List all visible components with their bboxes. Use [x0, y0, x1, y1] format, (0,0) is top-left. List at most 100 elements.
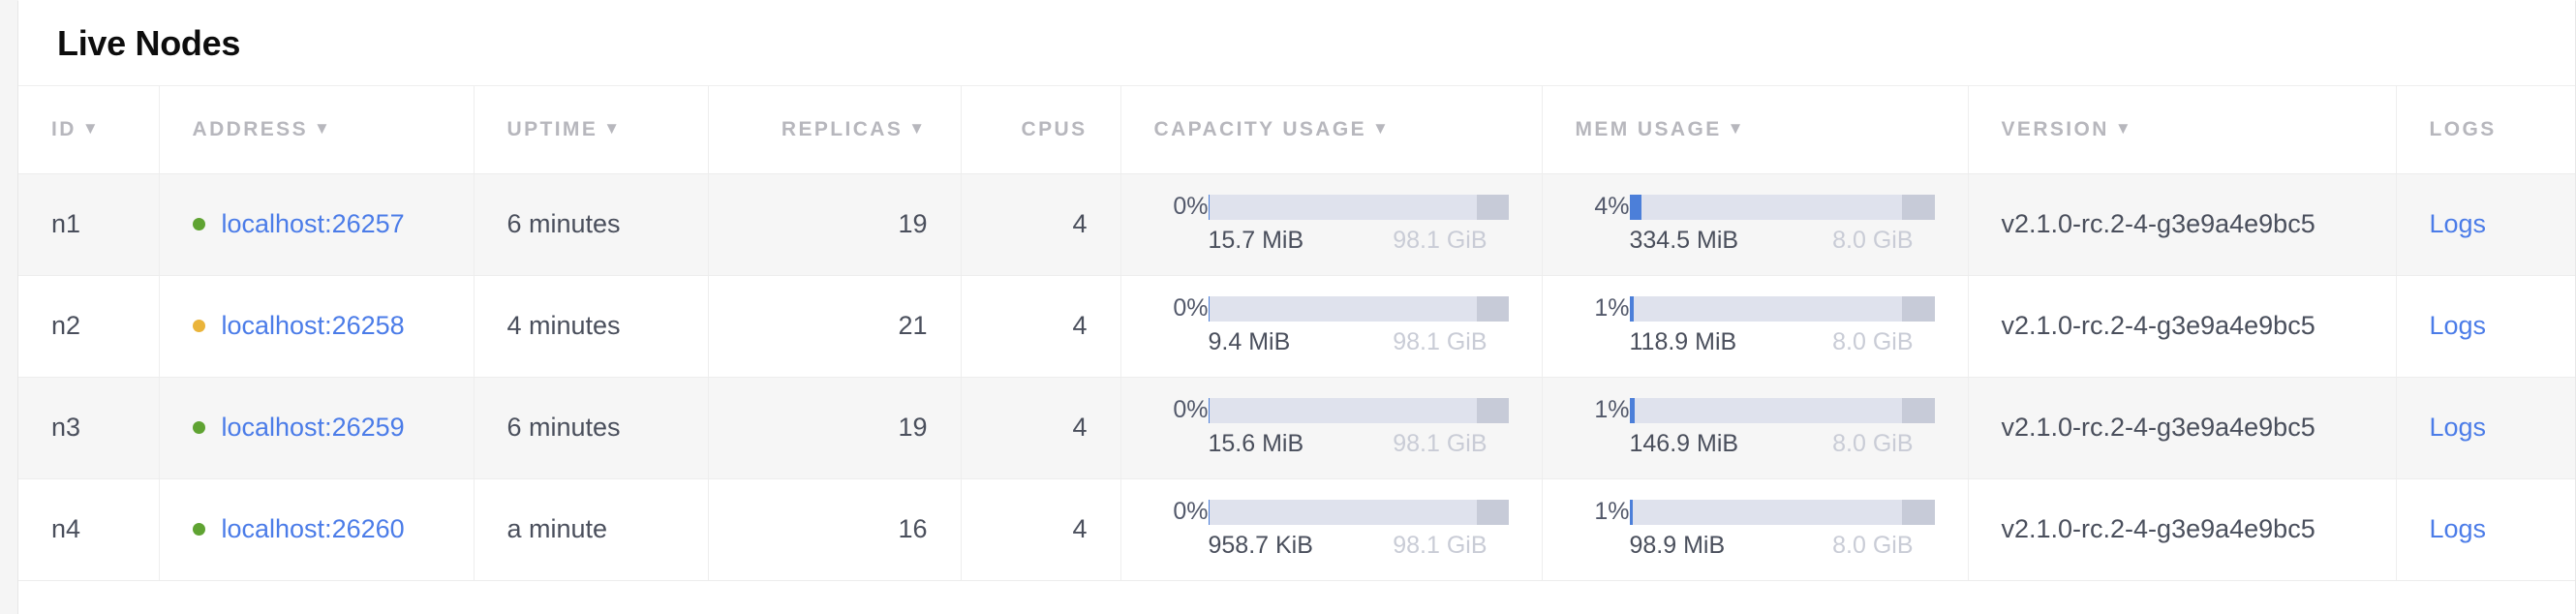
mem-usage-used: 98.9 MiB	[1629, 531, 1726, 559]
capacity-usage-used: 9.4 MiB	[1208, 327, 1291, 355]
capacity-usage-bar-cap	[1476, 194, 1509, 220]
capacity-usage-bar-track	[1208, 194, 1509, 220]
node-logs-link[interactable]: Logs	[2429, 311, 2487, 340]
table-row: n3 localhost:26259 6 minutes 19 4 0% 15.6 MiB 9…	[18, 377, 2575, 479]
capacity-usage-bar-track	[1208, 295, 1509, 322]
node-uptime-cell: 6 minutes	[474, 377, 709, 479]
mem-usage-cell: 1% 118.9 MiB 8.0 GiB	[1542, 275, 1969, 378]
address-wrapper: localhost:26257	[192, 209, 441, 239]
sort-caret-down-icon[interactable]: ▼	[1727, 118, 1746, 138]
capacity-usage-bar-row: 0%	[1154, 193, 1509, 220]
mem-usage-cell: 4% 334.5 MiB 8.0 GiB	[1542, 173, 1969, 276]
node-address-link[interactable]: localhost:26257	[221, 209, 405, 238]
mem-usage-used: 334.5 MiB	[1629, 226, 1739, 254]
column-header-id[interactable]: ID ▼	[18, 86, 160, 174]
sort-caret-down-icon[interactable]: ▼	[2114, 118, 2134, 138]
column-header-label: LOGS	[2429, 117, 2497, 140]
mem-usage-total: 8.0 GiB	[1832, 531, 1914, 559]
mem-usage-bar-row: 4%	[1576, 193, 1935, 220]
node-address-link[interactable]: localhost:26259	[221, 413, 405, 442]
sort-caret-down-icon[interactable]: ▼	[81, 118, 102, 138]
mem-usage-labels: 98.9 MiB 8.0 GiB	[1630, 532, 1935, 560]
sort-caret-down-icon[interactable]: ▼	[313, 118, 333, 138]
column-header-uptime[interactable]: UPTIME ▼	[474, 86, 709, 174]
column-header-replicas[interactable]: REPLICAS ▼	[708, 86, 962, 174]
table-row: n1 localhost:26257 6 minutes 19 4 0% 15.7 MiB 9…	[18, 173, 2575, 276]
node-address-link[interactable]: localhost:26260	[221, 514, 405, 543]
mem-usage-labels: 118.9 MiB 8.0 GiB	[1630, 328, 1935, 356]
column-header-capacity[interactable]: CAPACITY USAGE ▼	[1120, 86, 1543, 174]
mem-usage-bar-track	[1629, 397, 1935, 423]
column-header-logs: LOGS	[2396, 86, 2575, 174]
node-replicas-cell: 21	[708, 275, 962, 378]
node-logs-link[interactable]: Logs	[2429, 413, 2487, 442]
node-id-cell: n1	[18, 173, 160, 276]
mem-usage-used: 146.9 MiB	[1629, 429, 1739, 457]
mem-usage-total: 8.0 GiB	[1832, 327, 1914, 355]
mem-usage-percent: 1%	[1594, 294, 1630, 322]
node-status-dot-icon	[192, 218, 205, 230]
node-address-link[interactable]: localhost:26258	[221, 311, 405, 340]
node-cpus-cell: 4	[961, 377, 1121, 479]
mem-usage-bar-cap	[1902, 295, 1935, 322]
node-logs-link[interactable]: Logs	[2429, 514, 2487, 543]
node-version-cell: v2.1.0-rc.2-4-g3e9a4e9bc5	[1968, 478, 2397, 581]
column-header-address[interactable]: ADDRESS ▼	[159, 86, 475, 174]
capacity-usage-total: 98.1 GiB	[1393, 531, 1487, 559]
mem-usage-bar-track	[1629, 295, 1935, 322]
column-header-label: ADDRESS	[192, 117, 308, 140]
table-header: ID ▼ ADDRESS ▼ UPTIME ▼ REPLICAS ▼ CPUS CAPACITY …	[18, 86, 2575, 174]
node-status-dot-icon	[192, 523, 205, 536]
mem-usage-bar-cap	[1902, 499, 1935, 525]
capacity-usage-used: 15.7 MiB	[1208, 226, 1304, 254]
node-logs-cell: Logs	[2396, 377, 2575, 479]
mem-usage-bar-fill	[1629, 499, 1633, 525]
capacity-usage-widget: 0% 958.7 KiB 98.1 GiB	[1154, 499, 1509, 560]
capacity-usage-bar-cap	[1476, 499, 1509, 525]
mem-usage-bar-row: 1%	[1576, 499, 1935, 525]
mem-usage-widget: 4% 334.5 MiB 8.0 GiB	[1576, 193, 1935, 255]
capacity-usage-bar-fill	[1208, 397, 1210, 423]
sort-caret-down-icon[interactable]: ▼	[1372, 118, 1392, 138]
mem-usage-used: 118.9 MiB	[1629, 327, 1737, 355]
capacity-usage-percent: 0%	[1173, 193, 1209, 220]
mem-usage-bar-track	[1629, 499, 1935, 525]
node-status-dot-icon	[192, 320, 205, 332]
mem-usage-total: 8.0 GiB	[1832, 226, 1914, 254]
column-header-cpus: CPUS	[961, 86, 1121, 174]
node-address-cell: localhost:26260	[159, 478, 475, 581]
column-header-label: CAPACITY USAGE	[1153, 117, 1367, 140]
column-header-version[interactable]: VERSION ▼	[1968, 86, 2397, 174]
mem-usage-bar-row: 1%	[1576, 294, 1935, 322]
capacity-usage-total: 98.1 GiB	[1393, 226, 1487, 254]
node-version-cell: v2.1.0-rc.2-4-g3e9a4e9bc5	[1968, 173, 2397, 276]
mem-usage-bar-row: 1%	[1576, 397, 1935, 423]
node-address-cell: localhost:26258	[159, 275, 475, 378]
sort-caret-down-icon[interactable]: ▼	[908, 118, 928, 138]
column-header-mem[interactable]: MEM USAGE ▼	[1542, 86, 1969, 174]
column-header-label: REPLICAS	[781, 117, 904, 140]
page-title: Live Nodes	[57, 22, 241, 63]
capacity-usage-cell: 0% 15.7 MiB 98.1 GiB	[1120, 173, 1543, 276]
capacity-usage-percent: 0%	[1173, 396, 1209, 423]
node-version-cell: v2.1.0-rc.2-4-g3e9a4e9bc5	[1968, 377, 2397, 479]
capacity-usage-used: 15.6 MiB	[1208, 429, 1304, 457]
node-logs-link[interactable]: Logs	[2429, 209, 2487, 238]
capacity-usage-percent: 0%	[1173, 294, 1209, 322]
table-row: n2 localhost:26258 4 minutes 21 4 0% 9.4 MiB 98…	[18, 275, 2575, 378]
sort-caret-down-icon[interactable]: ▼	[603, 118, 623, 138]
node-cpus-cell: 4	[961, 173, 1121, 276]
capacity-usage-bar-fill	[1208, 499, 1210, 525]
node-id-cell: n4	[18, 478, 160, 581]
node-cpus-cell: 4	[961, 478, 1121, 581]
address-wrapper: localhost:26258	[192, 311, 441, 341]
capacity-usage-widget: 0% 15.6 MiB 98.1 GiB	[1154, 396, 1509, 458]
capacity-usage-bar-row: 0%	[1154, 396, 1509, 423]
node-uptime-cell: 4 minutes	[474, 275, 709, 378]
card-header: Live Nodes	[18, 1, 2575, 86]
mem-usage-percent: 4%	[1594, 193, 1630, 220]
node-id-cell: n2	[18, 275, 160, 378]
column-header-label: UPTIME	[506, 117, 598, 140]
node-logs-cell: Logs	[2396, 173, 2575, 276]
